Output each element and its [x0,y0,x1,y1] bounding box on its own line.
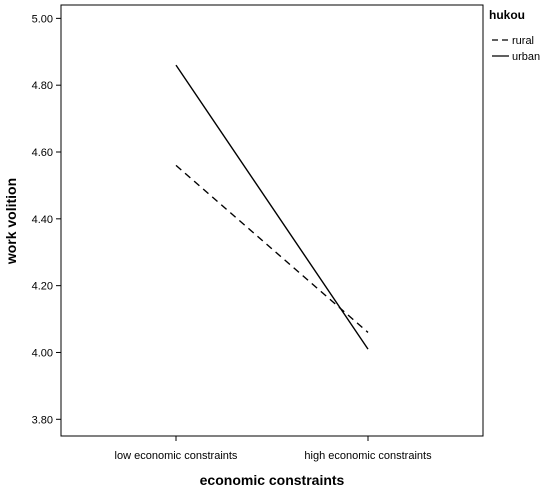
legend: hukou rural urban [489,8,540,63]
x-tick-label: high economic constraints [304,450,432,462]
y-tick-label: 3.80 [32,414,53,426]
plot-area [60,4,484,437]
series-line-urban [175,64,369,350]
y-tick-label: 4.00 [32,347,53,359]
legend-label-rural: rural [512,35,534,47]
series-lines [175,64,369,350]
series-line-rural [175,164,369,333]
y-axis-title: work volition [3,178,19,265]
x-tick-label: low economic constraints [115,450,238,462]
y-tick-label: 4.60 [32,147,53,159]
y-axis: 3.80 4.00 4.20 4.40 4.60 4.80 5.00 [32,13,61,426]
y-tick-label: 4.20 [32,281,53,293]
y-tick-label: 5.00 [32,13,53,25]
legend-title: hukou [489,8,525,22]
legend-label-urban: urban [512,51,540,63]
y-tick-label: 4.40 [32,214,53,226]
x-axis: low economic constraints high economic co… [115,436,432,462]
y-tick-label: 4.80 [32,80,53,92]
x-axis-title: economic constraints [200,472,345,488]
